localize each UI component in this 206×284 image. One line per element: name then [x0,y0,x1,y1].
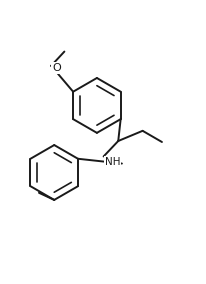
Text: NH: NH [105,156,121,166]
Text: O: O [52,63,61,73]
